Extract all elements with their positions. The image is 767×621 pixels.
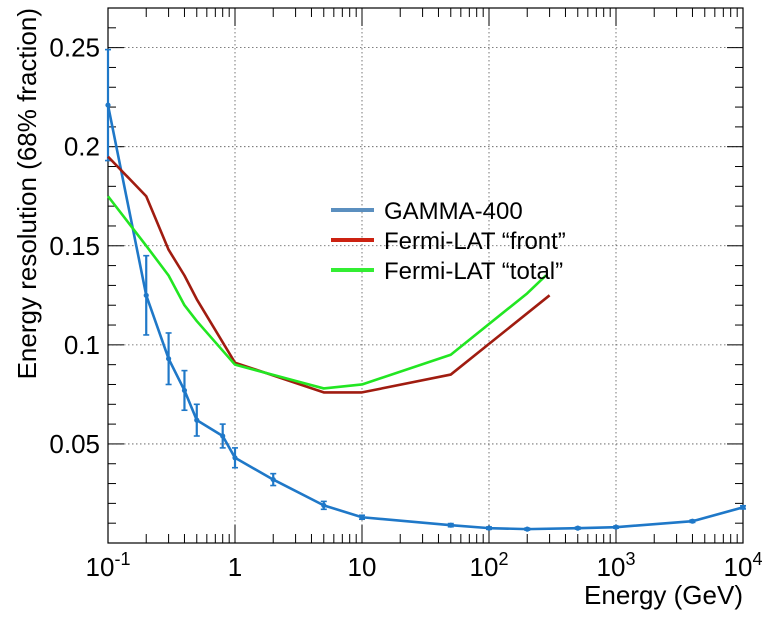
data-point [270,476,276,483]
y-tick-label: 0.2 [64,132,100,162]
series-1 [107,155,551,394]
x-tick-base: 10 [597,552,626,582]
x-axis-label: Energy (GeV) [584,580,743,610]
axis-ticks [107,7,744,544]
legend-label: Fermi-LAT “total” [384,258,563,285]
data-point [359,514,365,520]
x-tick-label: 104 [724,549,763,582]
y-tick-label: 0.05 [49,429,100,459]
x-tick-label: 1 [228,552,242,582]
plot-frame [107,7,744,544]
x-tick-base: 10 [348,552,377,582]
x-tick-label: 102 [470,549,509,582]
series-line [106,195,547,390]
data-point [321,502,327,508]
data-point [143,292,149,298]
x-tick-exponent: -1 [114,549,130,569]
x-tick-base: 10 [724,552,753,582]
data-point [105,102,111,108]
series-line [106,104,744,531]
x-tick-label: 10 [348,552,377,582]
data-point [575,525,581,531]
x-tick-label: 103 [597,549,636,582]
grid-lines [108,8,743,543]
y-tick-label: 0.15 [49,231,100,261]
data-point [486,525,492,531]
x-tick-exponent: 3 [625,549,635,569]
x-tick-label: 10-1 [86,549,131,582]
x-tick-exponent: 2 [498,549,508,569]
data-point [448,522,454,528]
data-point [524,526,530,532]
x-tick-exponent: 4 [752,549,762,569]
y-tick-label: 0.25 [49,33,100,63]
data-point [740,504,746,510]
x-tick-base: 1 [228,552,242,582]
series-line [107,155,551,394]
series-2 [106,195,547,390]
data-point [181,387,188,394]
y-tick-label: 0.1 [64,330,100,360]
y-axis-label: Energy resolution (68% fraction) [12,8,42,379]
data-point [194,417,200,423]
x-tick-base: 10 [470,552,499,582]
data-series [105,48,746,532]
data-point [220,433,226,439]
legend-label: Fermi-LAT “front” [384,228,566,255]
series-0 [105,48,746,532]
data-point [165,356,172,362]
data-point [232,455,238,461]
legend-label: GAMMA-400 [384,198,523,225]
x-tick-base: 10 [86,552,115,582]
legend: GAMMA-400 Fermi-LAT “front” Fermi-LAT “tot… [331,198,566,285]
data-point [689,518,696,524]
data-point [613,524,619,530]
